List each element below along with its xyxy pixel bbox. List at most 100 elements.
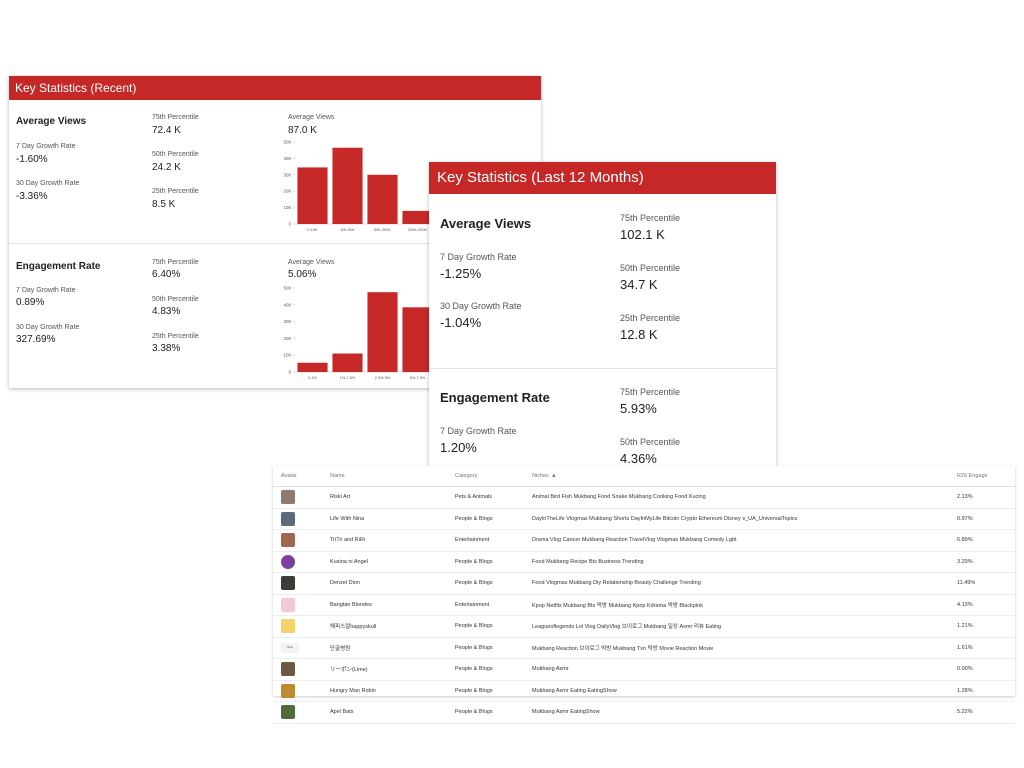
column-header-niches-label: Niches	[532, 473, 549, 479]
y-tick-label: 200	[283, 336, 291, 341]
engagement-rate-title: Engagement Rate	[16, 261, 101, 272]
table-row[interactable]: Riski Art Pets & Animals Animal Bird Fish …	[273, 486, 1015, 509]
average-views-title: Average Views	[16, 116, 87, 127]
avatar[interactable]	[281, 705, 295, 720]
column-header-avatar[interactable]: Avatar	[273, 466, 329, 487]
x-tick-label: 1%-2.5%	[340, 376, 356, 380]
views-distribution-chart: 0 100 200 300 400 500 0-10K 10K-50K 50K-200K 200K…	[283, 140, 435, 232]
y-tick-label: 100	[283, 205, 291, 210]
table-row[interactable]: Hungry Man Robin People & Blogs Mukbang As…	[273, 680, 1015, 702]
engagement-cell: 6.89%	[956, 529, 1015, 552]
avatar[interactable]	[281, 683, 295, 698]
chart-bar	[402, 210, 433, 224]
niches-cell: Mukbang Asmr EatingShow	[531, 701, 956, 724]
chart-bar	[367, 174, 398, 224]
p75-label: 75th Percentile	[152, 114, 199, 121]
growth-30-value: -1.04%	[440, 315, 482, 330]
table-row[interactable]: Apel Bats People & Blogs Mukbang Asmr Eati…	[273, 701, 1015, 724]
avatar[interactable]	[281, 533, 295, 548]
card-title: Key Statistics (Last 12 Months)	[429, 162, 776, 194]
table-header-row: Avatar Name Category Niches ▲ R20 Engage	[273, 466, 1015, 487]
x-tick-label: 2.5%-5%	[375, 376, 391, 380]
avg-engagement-value: 5.06%	[288, 269, 317, 280]
p75-value: 6.40%	[152, 269, 181, 280]
column-header-niches[interactable]: Niches ▲	[531, 466, 956, 487]
engagement-cell: 11.49%	[956, 572, 1015, 595]
engagement-cell: 2.13%	[956, 486, 1015, 509]
p50-label: 50th Percentile	[152, 296, 199, 303]
name-cell[interactable]: Riski Art	[329, 486, 454, 509]
name-cell[interactable]: 단골병원	[329, 637, 454, 659]
avg-views-label: Average Views	[288, 114, 335, 121]
y-tick-label: 0	[288, 370, 291, 375]
chart-bar	[367, 292, 398, 372]
growth-30-label: 30 Day Growth Rate	[16, 180, 80, 187]
engagement-rate-title: Engagement Rate	[440, 390, 550, 405]
average-views-title: Average Views	[440, 216, 532, 231]
avatar-cell	[273, 572, 329, 595]
avg-engagement-label: Average Views	[288, 259, 335, 266]
category-cell: People & Blogs	[454, 508, 531, 530]
category-cell: People & Blogs	[454, 701, 531, 724]
table-row[interactable]: Life With Nina People & Blogs DayInTheLife…	[273, 508, 1015, 530]
category-cell: People & Blogs	[454, 615, 531, 638]
name-cell[interactable]: Apel Bats	[329, 701, 454, 724]
growth-7-label: 7 Day Growth Rate	[440, 252, 517, 262]
avatar[interactable]	[281, 662, 295, 677]
name-cell[interactable]: Denzel Dion	[329, 572, 454, 595]
table-row[interactable]: TriTri and RiRi Entertainment Drama Vlog C…	[273, 529, 1015, 552]
column-header-category[interactable]: Category	[454, 466, 531, 487]
x-tick-label: 5%-7.5%	[410, 376, 426, 380]
growth-30-value: -3.36%	[16, 191, 48, 202]
name-cell[interactable]: Life With Nina	[329, 508, 454, 530]
avatar[interactable]	[281, 511, 295, 526]
channels-table-card: Avatar Name Category Niches ▲ R20 Engage …	[273, 466, 1015, 724]
avatar-cell	[273, 680, 329, 702]
p25-label: 25th Percentile	[152, 188, 199, 195]
avg-views-value: 87.0 K	[288, 125, 317, 136]
y-tick-label: 500	[283, 286, 291, 291]
engagement-cell: 3.29%	[956, 551, 1015, 573]
x-tick-label: 10K-50K	[340, 228, 355, 232]
engagement-distribution-chart: 0 100 200 300 400 500 0-1% 1%-2.5% 2.5%-5% 5%-7.5…	[283, 286, 435, 380]
sort-ascending-icon[interactable]: ▲	[550, 473, 557, 479]
column-header-engagement[interactable]: R20 Engage	[956, 466, 1015, 487]
y-tick-label: 200	[283, 189, 291, 194]
name-cell[interactable]: Kusina ni Angel	[329, 551, 454, 573]
name-cell[interactable]: リーポン(Lime)	[329, 658, 454, 681]
niches-cell: Food Vlogmas Mukbang Diy Relationship Be…	[531, 572, 956, 595]
p50-label: 50th Percentile	[152, 151, 199, 158]
avatar[interactable]	[281, 597, 295, 612]
category-cell: Entertainment	[454, 594, 531, 616]
name-cell[interactable]: Bangtan Blondes	[329, 594, 454, 616]
name-cell[interactable]: TriTri and RiRi	[329, 529, 454, 552]
x-tick-label: 200K-500K	[408, 228, 427, 232]
key-statistics-12-months-card: Key Statistics (Last 12 Months) Average …	[429, 162, 776, 468]
avatar[interactable]: ᴴᵒˢᵖ	[281, 642, 299, 653]
table-row[interactable]: Bangtan Blondes Entertainment Kpop Netflix…	[273, 594, 1015, 616]
y-tick-label: 300	[283, 319, 291, 324]
column-header-name[interactable]: Name	[329, 466, 454, 487]
engagement-cell: 0.97%	[956, 508, 1015, 530]
niches-cell: Mukbang Asmr Eating EatingShow	[531, 680, 956, 702]
table-row[interactable]: ᴴᵒˢᵖ 단골병원 People & Blogs Mukbang Reaction 브…	[273, 637, 1015, 659]
table-row[interactable]: Denzel Dion People & Blogs Food Vlogmas Mu…	[273, 572, 1015, 595]
table-row[interactable]: リーポン(Lime) People & Blogs Mukbang Asmr 0.00…	[273, 658, 1015, 681]
name-cell[interactable]: 해피스컬happyskull	[329, 615, 454, 638]
engagement-cell: 1.61%	[956, 637, 1015, 659]
name-cell[interactable]: Hungry Man Robin	[329, 680, 454, 702]
section-divider	[9, 243, 541, 244]
avatar[interactable]	[281, 576, 295, 591]
avatar[interactable]	[281, 554, 295, 569]
p75-value: 5.93%	[620, 401, 657, 416]
avatar[interactable]	[281, 619, 295, 634]
niches-cell: Kpop Netflix Mukbang Bts 먹방 Mukbang Kpop…	[531, 594, 956, 616]
niches-cell: Mukbang Reaction 브이로그 먹방 Mukbang Tvn 먹방 …	[531, 637, 956, 659]
niches-cell: Food Mukbang Recipe Bts Business Trendin…	[531, 551, 956, 573]
avatar[interactable]	[281, 490, 295, 505]
table-row[interactable]: Kusina ni Angel People & Blogs Food Mukban…	[273, 551, 1015, 573]
avatar-cell	[273, 658, 329, 681]
niches-cell: Animal Bird Fish Mukbang Food Snake Mukb…	[531, 486, 956, 509]
chart-bar	[332, 353, 363, 372]
table-row[interactable]: 해피스컬happyskull People & Blogs Leagueoflege…	[273, 615, 1015, 638]
